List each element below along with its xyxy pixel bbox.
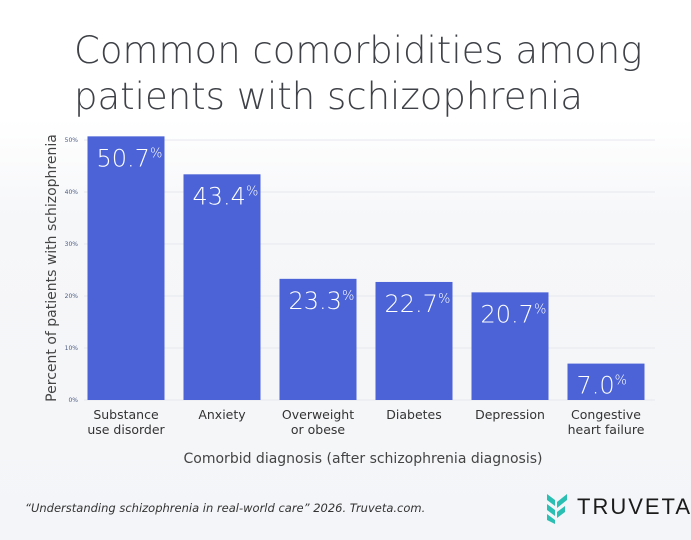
- x-tick-label: or obese: [291, 422, 346, 437]
- data-label: 50.7%: [97, 144, 163, 172]
- data-label: 43.4%: [193, 182, 259, 210]
- data-label: 20.7%: [481, 300, 547, 328]
- bar: [87, 136, 165, 401]
- x-tick-label: Overweight: [282, 407, 354, 422]
- y-axis-label: Percent of patients with schizophrenia: [44, 134, 60, 402]
- x-tick-label: Depression: [475, 407, 545, 422]
- x-tick-label: Diabetes: [386, 407, 442, 422]
- data-label: 23.3%: [289, 287, 355, 315]
- source-citation: “Understanding schizophrenia in real-wor…: [25, 501, 426, 515]
- y-tick-label: 20%: [65, 293, 79, 300]
- data-label: 7.0%: [577, 372, 628, 400]
- bar: [567, 363, 645, 400]
- bar: [375, 281, 453, 400]
- x-tick-label: Substance: [93, 407, 159, 422]
- bar: [183, 174, 261, 400]
- logo-text: TRUVETA: [577, 494, 691, 519]
- bar: [471, 292, 549, 400]
- truveta-leaf-icon: [547, 494, 567, 524]
- bar: [279, 278, 357, 400]
- y-tick-label: 40%: [65, 189, 79, 196]
- x-tick-label: Congestive: [571, 407, 641, 422]
- x-tick-label: heart failure: [568, 422, 645, 437]
- data-label: 22.7%: [385, 290, 451, 318]
- x-tick-label: use disorder: [87, 422, 165, 437]
- y-tick-label: 10%: [65, 345, 79, 352]
- y-tick-label: 50%: [65, 137, 79, 144]
- y-tick-label: 0%: [68, 397, 78, 404]
- truveta-logo: TRUVETA: [545, 490, 691, 524]
- chart-title: Common comorbidities among patients with…: [74, 29, 643, 118]
- x-axis-label: Comorbid diagnosis (after schizophrenia …: [184, 451, 543, 467]
- y-tick-label: 30%: [65, 241, 79, 248]
- x-tick-label: Anxiety: [198, 407, 246, 422]
